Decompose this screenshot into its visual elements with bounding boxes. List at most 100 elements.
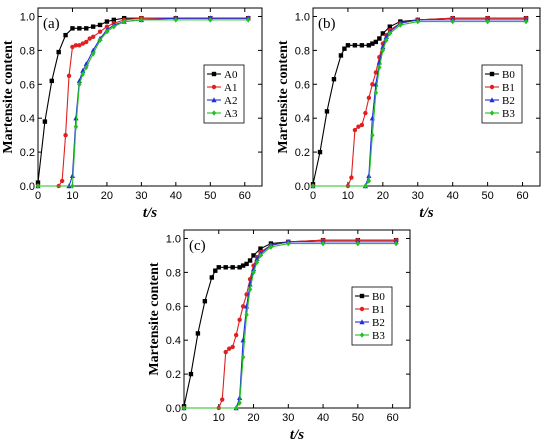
data-point-B3: [247, 286, 253, 293]
plot-frame: [312, 7, 541, 187]
data-point-B3: [244, 311, 249, 318]
data-point-A1: [87, 36, 92, 41]
plot-frame: [183, 229, 411, 409]
x-tick-label: 10: [342, 190, 354, 202]
series-line-B3: [313, 21, 527, 187]
data-point-A1: [90, 34, 96, 40]
data-point-B0: [237, 265, 242, 270]
data-point-B3: [363, 183, 368, 189]
x-tick-label: 40: [170, 190, 182, 202]
y-tick-label: 0.8: [20, 45, 35, 57]
data-point-B3: [251, 269, 256, 276]
legend-label-B1: B1: [502, 82, 515, 94]
data-point-B1: [223, 349, 228, 355]
data-point-B1: [363, 110, 368, 116]
x-tick-label: 50: [481, 190, 493, 202]
data-point-B0: [387, 24, 393, 29]
y-axis-title: Martensite content: [276, 40, 291, 153]
data-point-A2: [69, 173, 76, 179]
y-tick-label: 1.0: [166, 233, 181, 245]
data-point-B0: [366, 43, 372, 48]
legend-marker-B2: [359, 319, 365, 325]
data-point-B0: [209, 275, 215, 280]
data-point-B3: [254, 259, 260, 266]
data-point-A2: [73, 115, 79, 121]
legend-label-A0: A0: [224, 69, 238, 81]
y-tick-label: 0.8: [295, 45, 310, 57]
data-point-B1: [370, 82, 375, 87]
data-point-A3: [104, 28, 110, 35]
data-point-B3: [286, 240, 291, 247]
data-point-B3: [370, 132, 375, 138]
data-point-B3: [181, 405, 187, 411]
data-point-A3: [90, 50, 96, 57]
y-tick-label: 1.0: [295, 11, 310, 23]
data-point-A0: [49, 78, 54, 84]
legend-marker-B2: [489, 97, 495, 103]
data-point-B0: [342, 46, 347, 51]
x-tick-label: 60: [386, 412, 398, 424]
x-tick-label: 30: [282, 412, 294, 424]
data-point-A0: [111, 17, 117, 23]
x-tick-label: 10: [66, 190, 78, 202]
data-point-B1: [359, 122, 365, 128]
data-point-A3: [97, 37, 103, 44]
data-point-B3: [240, 354, 246, 360]
legend-label-B3: B3: [502, 108, 515, 120]
x-axis-title: t/s: [290, 427, 304, 440]
data-point-B0: [202, 299, 208, 304]
data-point-A1: [70, 44, 75, 50]
legend-label-B1: B1: [372, 304, 385, 316]
data-point-B1: [240, 304, 246, 309]
data-point-B0: [188, 371, 194, 377]
x-axis-title-var: t: [143, 205, 148, 221]
y-tick-label: 0.0: [166, 403, 181, 415]
data-point-B0: [359, 43, 365, 48]
data-point-A3: [139, 17, 144, 23]
y-axis-title: Martensite content: [147, 262, 162, 375]
data-point-B3: [366, 178, 372, 184]
data-point-A0: [97, 22, 103, 28]
data-point-B1: [230, 344, 235, 350]
data-point-A0: [63, 32, 68, 38]
legend-label-B3: B3: [372, 330, 385, 342]
data-point-B1: [220, 397, 225, 402]
data-point-B1: [373, 70, 379, 75]
data-point-B0: [223, 265, 228, 270]
x-tick-label: 30: [412, 190, 424, 202]
legend-marker-A3: [211, 110, 217, 116]
legend-label-B0: B0: [502, 69, 515, 81]
panel-label: (b): [318, 16, 336, 32]
legend-marker-A0: [211, 71, 217, 77]
x-axis-title: t/s: [143, 205, 157, 221]
legend-label-B2: B2: [502, 95, 515, 107]
y-tick-label: 0.8: [166, 267, 181, 279]
data-point-A1: [104, 24, 110, 29]
data-point-A3: [77, 81, 82, 88]
data-point-B1: [349, 175, 354, 180]
x-tick-label: 40: [447, 190, 459, 202]
data-point-B0: [251, 253, 256, 258]
legend-marker-B1: [359, 306, 365, 312]
panel-label: (c): [189, 238, 206, 254]
panel-label: (a): [43, 16, 60, 32]
data-point-B3: [233, 405, 239, 411]
data-point-A3: [70, 183, 75, 189]
y-axis-title: Martensite content: [1, 40, 16, 153]
legend-label-A3: A3: [224, 108, 238, 120]
data-point-A1: [80, 41, 86, 46]
panel-b: 0 10 20 30 40 50 60 0.0 0.2 0.4 0.6 0.8 1.0 Martensit…: [276, 7, 541, 221]
data-point-B3: [523, 18, 529, 25]
x-axis-title-unit: /s: [293, 427, 304, 440]
y-tick-label: 0.2: [295, 147, 310, 159]
series-line-B3: [184, 243, 397, 409]
data-point-A3: [173, 17, 179, 23]
data-point-B1: [233, 332, 239, 338]
data-point-A1: [63, 132, 68, 138]
data-point-B3: [373, 89, 379, 96]
legend-marker-B0: [359, 293, 365, 299]
data-point-B1: [227, 346, 232, 351]
